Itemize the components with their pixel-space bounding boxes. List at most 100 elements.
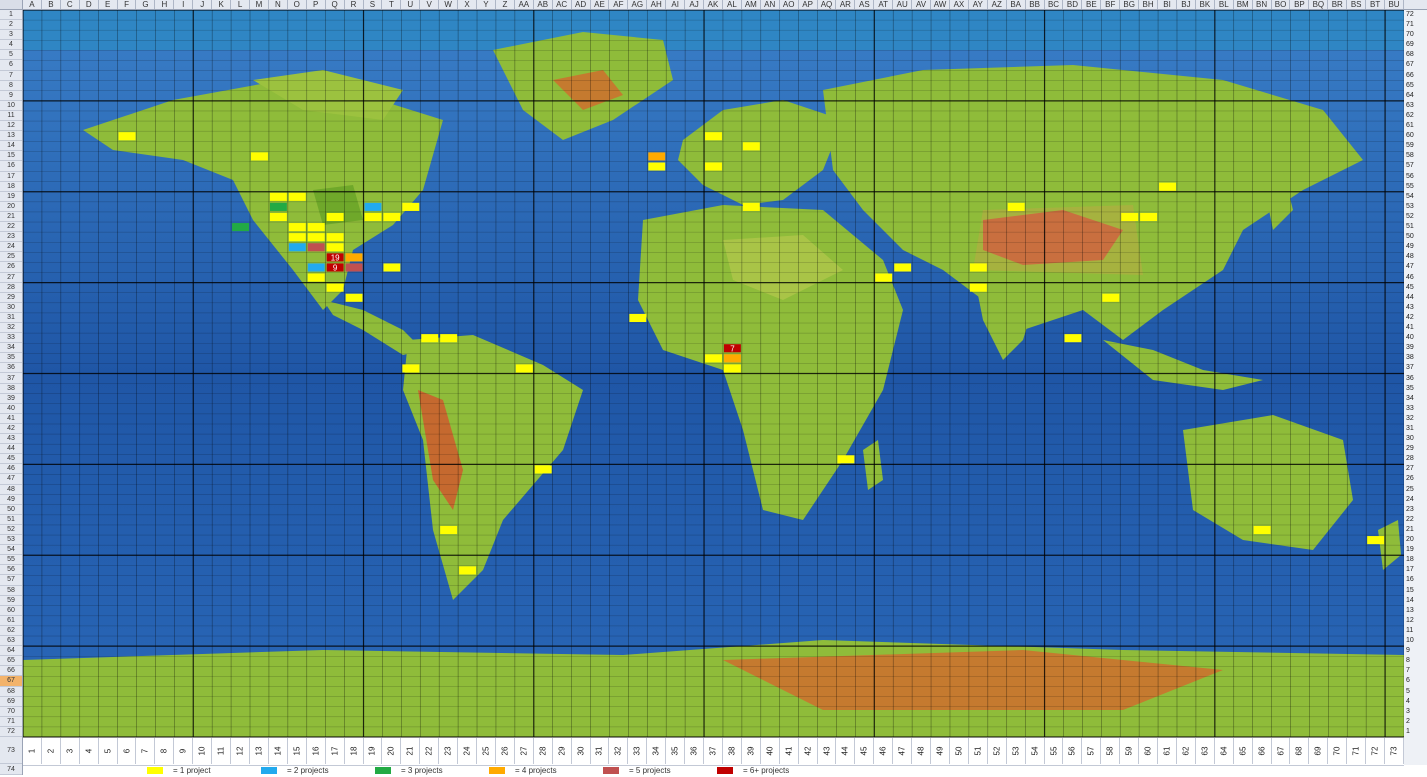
- column-header-AK[interactable]: AK: [704, 0, 723, 9]
- project-marker[interactable]: [440, 334, 458, 343]
- row-header-38[interactable]: 38: [0, 384, 22, 394]
- column-header-BB[interactable]: BB: [1026, 0, 1045, 9]
- column-header-BF[interactable]: BF: [1101, 0, 1121, 9]
- project-marker[interactable]: [1253, 525, 1271, 535]
- column-header-F[interactable]: F: [118, 0, 137, 9]
- project-marker[interactable]: [383, 212, 401, 222]
- row-header-47[interactable]: 47: [0, 474, 22, 485]
- column-header-AR[interactable]: AR: [836, 0, 856, 9]
- project-marker[interactable]: [837, 455, 855, 464]
- row-header-66[interactable]: 66: [0, 666, 22, 677]
- column-header-Y[interactable]: Y: [477, 0, 496, 9]
- project-marker[interactable]: [723, 354, 741, 363]
- row-header-15[interactable]: 15: [0, 151, 22, 162]
- project-marker[interactable]: [269, 212, 287, 222]
- project-marker[interactable]: [288, 192, 306, 201]
- column-header-BN[interactable]: BN: [1253, 0, 1272, 9]
- project-marker[interactable]: [118, 132, 136, 141]
- project-marker[interactable]: [648, 162, 666, 171]
- row-header-72[interactable]: 72: [0, 727, 22, 737]
- row-header-48[interactable]: 48: [0, 485, 22, 495]
- column-header-W[interactable]: W: [439, 0, 459, 9]
- column-header-K[interactable]: K: [212, 0, 232, 9]
- project-marker[interactable]: [307, 243, 325, 252]
- select-all-corner[interactable]: [0, 0, 23, 10]
- column-header-AW[interactable]: AW: [931, 0, 950, 9]
- row-header-58[interactable]: 58: [0, 586, 22, 596]
- column-header-R[interactable]: R: [345, 0, 364, 9]
- row-header-49[interactable]: 49: [0, 495, 22, 505]
- row-header-33[interactable]: 33: [0, 333, 22, 344]
- project-marker[interactable]: [705, 132, 722, 141]
- row-header-12[interactable]: 12: [0, 121, 22, 132]
- column-header-I[interactable]: I: [174, 0, 194, 9]
- project-marker[interactable]: [1159, 182, 1176, 191]
- row-header-16[interactable]: 16: [0, 161, 22, 172]
- column-header-P[interactable]: P: [307, 0, 326, 9]
- row-header-7[interactable]: 7: [0, 71, 22, 81]
- row-header-17[interactable]: 17: [0, 172, 22, 182]
- row-header-45[interactable]: 45: [0, 454, 22, 465]
- column-header-Q[interactable]: Q: [326, 0, 345, 9]
- row-header-31[interactable]: 31: [0, 313, 22, 323]
- project-marker[interactable]: [421, 334, 439, 343]
- row-header-32[interactable]: 32: [0, 323, 22, 334]
- column-header-X[interactable]: X: [458, 0, 478, 9]
- row-header-13[interactable]: 13: [0, 131, 22, 142]
- project-marker[interactable]: [326, 283, 344, 292]
- column-header-BM[interactable]: BM: [1234, 0, 1253, 9]
- column-header-AJ[interactable]: AJ: [685, 0, 705, 9]
- column-header-BS[interactable]: BS: [1347, 0, 1367, 9]
- project-marker[interactable]: [288, 243, 306, 252]
- row-header-29[interactable]: 29: [0, 293, 22, 303]
- row-header-63[interactable]: 63: [0, 636, 22, 647]
- row-header-14[interactable]: 14: [0, 141, 22, 152]
- row-header-22[interactable]: 22: [0, 222, 22, 233]
- row-header-5[interactable]: 5: [0, 50, 22, 61]
- column-header-BL[interactable]: BL: [1215, 0, 1234, 9]
- column-header-BR[interactable]: BR: [1328, 0, 1348, 9]
- row-header-8[interactable]: 8: [0, 81, 22, 91]
- column-header-E[interactable]: E: [99, 0, 118, 9]
- project-marker[interactable]: [326, 253, 344, 262]
- row-header-64[interactable]: 64: [0, 646, 22, 657]
- row-header-69[interactable]: 69: [0, 697, 22, 707]
- project-marker[interactable]: [723, 364, 741, 373]
- row-header-54[interactable]: 54: [0, 545, 22, 556]
- project-marker[interactable]: [269, 202, 287, 211]
- row-header-70[interactable]: 70: [0, 707, 22, 717]
- row-header-40[interactable]: 40: [0, 404, 22, 414]
- row-header-34[interactable]: 34: [0, 343, 22, 354]
- column-header-BK[interactable]: BK: [1196, 0, 1215, 9]
- column-header-V[interactable]: V: [420, 0, 440, 9]
- project-marker[interactable]: [288, 223, 306, 232]
- column-header-T[interactable]: T: [382, 0, 402, 9]
- project-marker[interactable]: [232, 223, 250, 232]
- project-marker[interactable]: [307, 263, 325, 272]
- column-header-AT[interactable]: AT: [874, 0, 894, 9]
- column-header-S[interactable]: S: [364, 0, 383, 9]
- column-header-AG[interactable]: AG: [628, 0, 648, 9]
- column-header-AX[interactable]: AX: [950, 0, 969, 9]
- column-header-AL[interactable]: AL: [723, 0, 742, 9]
- row-header-41[interactable]: 41: [0, 414, 22, 424]
- column-header-M[interactable]: M: [250, 0, 269, 9]
- row-header-23[interactable]: 23: [0, 232, 22, 243]
- project-marker[interactable]: [440, 525, 458, 535]
- row-header-20[interactable]: 20: [0, 202, 22, 212]
- row-header-6[interactable]: 6: [0, 60, 22, 71]
- column-header-AY[interactable]: AY: [969, 0, 988, 9]
- project-marker[interactable]: [1140, 212, 1158, 222]
- project-marker[interactable]: [629, 313, 647, 323]
- project-marker[interactable]: [307, 233, 325, 242]
- column-header-D[interactable]: D: [80, 0, 99, 9]
- project-marker[interactable]: [326, 243, 344, 252]
- project-marker[interactable]: [345, 263, 363, 272]
- column-header-B[interactable]: B: [42, 0, 61, 9]
- project-marker[interactable]: [1121, 212, 1139, 222]
- project-marker[interactable]: [326, 263, 344, 272]
- column-header-H[interactable]: H: [155, 0, 175, 9]
- column-header-Z[interactable]: Z: [496, 0, 515, 9]
- row-header-73[interactable]: 73: [0, 737, 22, 764]
- row-header-57[interactable]: 57: [0, 575, 22, 586]
